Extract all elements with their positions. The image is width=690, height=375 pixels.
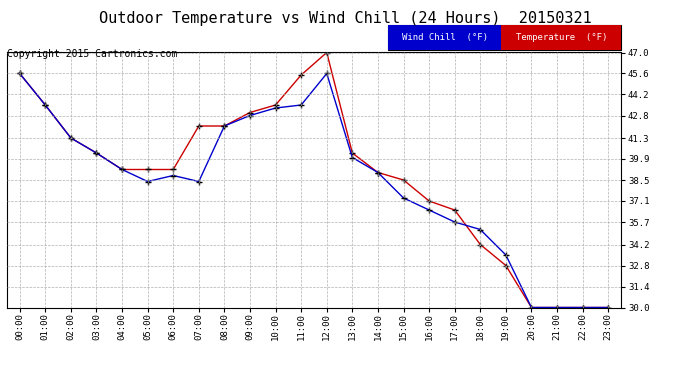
Text: Outdoor Temperature vs Wind Chill (24 Hours)  20150321: Outdoor Temperature vs Wind Chill (24 Ho… bbox=[99, 11, 591, 26]
Text: Temperature  (°F): Temperature (°F) bbox=[515, 33, 607, 42]
FancyBboxPatch shape bbox=[388, 25, 621, 50]
Text: Copyright 2015 Cartronics.com: Copyright 2015 Cartronics.com bbox=[7, 49, 177, 59]
FancyBboxPatch shape bbox=[388, 25, 501, 50]
FancyBboxPatch shape bbox=[501, 25, 621, 50]
Text: Wind Chill  (°F): Wind Chill (°F) bbox=[402, 33, 488, 42]
